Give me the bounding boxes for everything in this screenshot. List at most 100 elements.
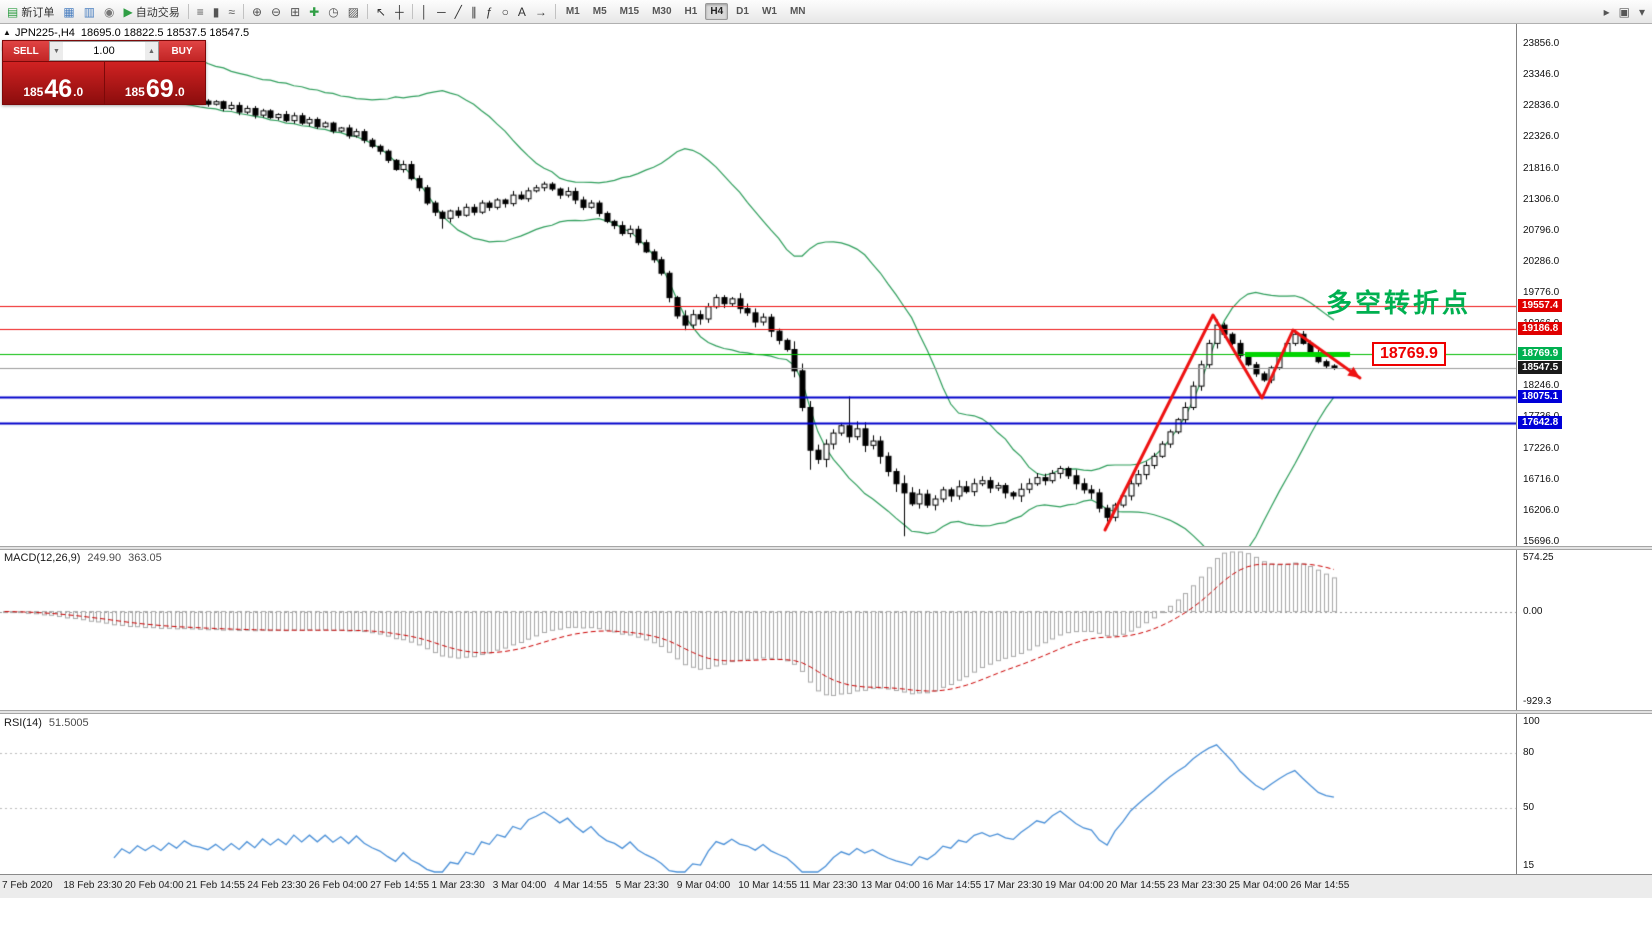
time-tick-label: 23 Mar 23:30 bbox=[1167, 880, 1227, 891]
time-tick-label: 7 Feb 2020 bbox=[2, 880, 53, 891]
indicators-button[interactable]: ✚ bbox=[305, 1, 323, 23]
sell-price-button[interactable]: 185 46.0 bbox=[3, 62, 104, 104]
tile-windows-button[interactable]: ⊞ bbox=[286, 1, 304, 23]
templates-button[interactable]: ▨ bbox=[344, 1, 363, 23]
indicators-icon: ✚ bbox=[309, 4, 320, 19]
channel-button[interactable]: ∥ bbox=[467, 1, 481, 23]
chart-shift-button[interactable]: ▣ bbox=[1615, 1, 1634, 23]
timeframe-m1-button[interactable]: M1 bbox=[565, 6, 580, 17]
zoom-in-icon: ⊕ bbox=[251, 4, 263, 19]
buy-price-button[interactable]: 185 69.0 bbox=[103, 62, 205, 104]
arrows-button[interactable]: → bbox=[531, 1, 551, 23]
panel-splitter[interactable] bbox=[0, 546, 1652, 550]
price-tick: 22836.0 bbox=[1523, 100, 1560, 112]
fibonacci-icon: ƒ bbox=[485, 4, 493, 19]
time-tick-label: 25 Mar 04:00 bbox=[1229, 880, 1288, 891]
shapes-button[interactable]: ○ bbox=[498, 1, 513, 23]
timeframe-d1-button[interactable]: D1 bbox=[736, 6, 749, 17]
text-icon: A bbox=[517, 4, 526, 19]
cursor-button[interactable]: ↖ bbox=[372, 1, 390, 23]
time-tick-label: 20 Mar 14:55 bbox=[1106, 880, 1166, 891]
rsi-panel-canvas[interactable] bbox=[0, 714, 1516, 874]
volume-input[interactable]: ▼ 1.00 ▲ bbox=[49, 41, 159, 61]
timeframe-mn-button[interactable]: MN bbox=[789, 6, 806, 17]
navigator-button[interactable]: ◉ bbox=[100, 1, 118, 23]
chevron-down-icon: ▾ bbox=[1638, 4, 1645, 19]
time-tick-label: 5 Mar 23:30 bbox=[615, 880, 669, 891]
price-tick: 17226.0 bbox=[1523, 442, 1560, 454]
text-button[interactable]: A bbox=[514, 1, 530, 23]
time-tick-label: 9 Mar 04:00 bbox=[676, 880, 731, 891]
bar-chart-button[interactable]: ≡ bbox=[193, 1, 208, 23]
buy-button[interactable]: BUY bbox=[159, 41, 205, 61]
macd-panel-canvas[interactable] bbox=[0, 550, 1516, 710]
zoom-in-button[interactable]: ⊕ bbox=[248, 1, 266, 23]
chart-ohlc-header: JPN225-,H4 18695.0 18822.5 18537.5 18547.… bbox=[15, 27, 249, 39]
vertical-line-button[interactable]: │ bbox=[417, 1, 433, 23]
horizontal-line-icon: ─ bbox=[437, 4, 446, 19]
time-tick-label: 17 Mar 23:30 bbox=[983, 880, 1043, 891]
new-order-button[interactable]: ▤ 新订单 bbox=[3, 1, 58, 23]
sell-button[interactable]: SELL bbox=[3, 41, 49, 61]
line-chart-icon: ≈ bbox=[228, 4, 235, 19]
volume-down-icon[interactable]: ▼ bbox=[50, 42, 63, 60]
time-tick-label: 11 Mar 23:30 bbox=[799, 880, 858, 891]
toolbar-separator bbox=[554, 4, 556, 19]
symbol-period-label: JPN225-,H4 bbox=[15, 27, 75, 39]
rsi-scale-label: 80 bbox=[1523, 746, 1535, 758]
timeframe-h1-button[interactable]: H1 bbox=[684, 6, 698, 17]
zoom-out-button[interactable]: ⊖ bbox=[267, 1, 285, 23]
main-chart-canvas[interactable] bbox=[0, 24, 1516, 546]
timeframe-w1-button[interactable]: W1 bbox=[761, 6, 777, 17]
periods-icon: ◷ bbox=[328, 4, 339, 19]
auto-trading-button[interactable]: ▶ 自动交易 bbox=[120, 1, 184, 23]
chart-window-icon: ▦ bbox=[63, 4, 75, 19]
highlight-price-label[interactable]: 18769.9 bbox=[1372, 342, 1446, 366]
volume-value: 1.00 bbox=[93, 45, 115, 57]
more-button[interactable]: ▾ bbox=[1635, 1, 1649, 23]
price-axis[interactable]: 23856.0 23346.0 22836.0 22326.0 21816.0 21306… bbox=[1516, 24, 1652, 547]
price-tick: 23856.0 bbox=[1523, 38, 1560, 50]
candlestick-chart-button[interactable]: ▮ bbox=[209, 1, 224, 23]
sell-price-prefix: 185 bbox=[23, 85, 44, 100]
macd-axis[interactable]: 574.25 0.00 -929.3 bbox=[1516, 550, 1652, 710]
periods-button[interactable]: ◷ bbox=[324, 1, 342, 23]
timeframe-h4-button[interactable]: H4 bbox=[705, 3, 729, 20]
line-chart-button[interactable]: ≈ bbox=[224, 1, 239, 23]
candlestick-chart-icon: ▮ bbox=[212, 4, 220, 19]
buy-price-big: 69 bbox=[145, 74, 174, 103]
timeframe-m5-button[interactable]: M5 bbox=[592, 6, 607, 17]
zoom-out-icon: ⊖ bbox=[271, 4, 282, 19]
turning-point-annotation[interactable]: 多空转折点 bbox=[1326, 288, 1472, 318]
one-click-panel-toggle[interactable]: ▲ bbox=[3, 28, 11, 37]
price-level-badge: 18769.9 bbox=[1518, 347, 1563, 361]
price-tick: 16206.0 bbox=[1523, 504, 1560, 516]
price-tick: 21306.0 bbox=[1523, 193, 1560, 205]
time-axis[interactable]: 7 Feb 2020 18 Feb 23:30 20 Feb 04:00 21 Feb… bbox=[0, 874, 1652, 898]
toolbar-separator bbox=[411, 4, 413, 19]
time-tick-label: 26 Feb 04:00 bbox=[308, 880, 368, 891]
new-order-button-label: 新订单 bbox=[21, 6, 55, 19]
time-tick-label: 16 Mar 14:55 bbox=[922, 880, 982, 891]
time-tick-label: 18 Feb 23:30 bbox=[63, 880, 123, 891]
fibonacci-button[interactable]: ƒ bbox=[482, 1, 497, 23]
volume-up-icon[interactable]: ▲ bbox=[145, 42, 158, 60]
market-watch-button[interactable]: ▥ bbox=[80, 1, 99, 23]
trendline-button[interactable]: ╱ bbox=[451, 1, 466, 23]
panel-splitter[interactable] bbox=[0, 710, 1652, 714]
charts-window-button[interactable]: ▦ bbox=[59, 1, 78, 23]
horizontal-line-button[interactable]: ─ bbox=[433, 1, 450, 23]
crosshair-button[interactable]: ┼ bbox=[391, 1, 408, 23]
timeframe-m15-button[interactable]: M15 bbox=[619, 6, 640, 17]
rsi-axis[interactable]: 100 80 50 15 bbox=[1516, 714, 1652, 874]
macd-scale-label: 574.25 bbox=[1523, 552, 1554, 563]
time-tick-label: 24 Feb 23:30 bbox=[247, 880, 307, 891]
auto-trading-icon: ▶ bbox=[123, 4, 133, 19]
navigator-icon: ◉ bbox=[104, 4, 115, 19]
shapes-icon: ○ bbox=[501, 4, 509, 19]
macd-signal-value: 363.05 bbox=[128, 552, 162, 564]
rsi-scale-label: 15 bbox=[1523, 860, 1535, 871]
timeframe-m30-button[interactable]: M30 bbox=[652, 6, 672, 17]
time-tick-label: 19 Mar 04:00 bbox=[1044, 880, 1104, 891]
scroll-to-end-button[interactable]: ▸ bbox=[1600, 1, 1614, 23]
